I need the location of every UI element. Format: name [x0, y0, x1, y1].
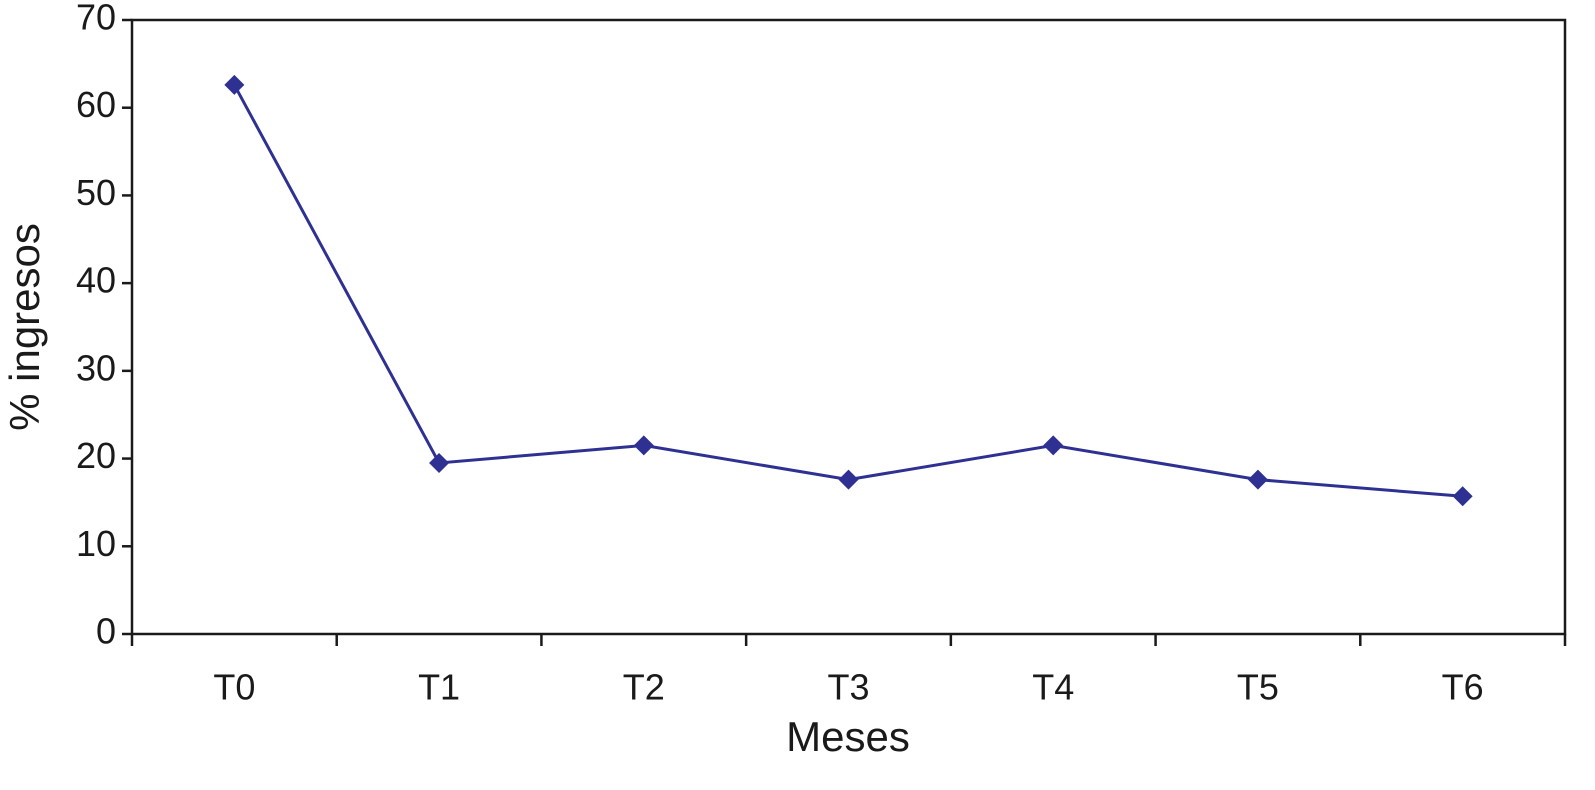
- x-tick-label: T6: [1442, 667, 1484, 708]
- x-tick-label: T3: [827, 667, 869, 708]
- marker: [1452, 486, 1473, 507]
- y-axis-label: % ingresos: [1, 223, 48, 431]
- marker: [1247, 469, 1268, 490]
- plot-frame: [130, 18, 1567, 636]
- x-tick-label: T4: [1032, 667, 1074, 708]
- x-axis-label: Meses: [786, 713, 910, 760]
- y-tick-label: 60: [76, 84, 116, 125]
- marker: [429, 452, 450, 473]
- marker: [838, 469, 859, 490]
- y-tick-label: 70: [76, 0, 116, 38]
- y-tick-label: 40: [76, 260, 116, 301]
- marker: [633, 435, 654, 456]
- y-tick-label: 10: [76, 523, 116, 564]
- y-tick-label: 20: [76, 435, 116, 476]
- x-tick-label: T0: [213, 667, 255, 708]
- y-tick-label: 0: [96, 611, 116, 652]
- x-tick-label: T2: [623, 667, 665, 708]
- x-tick-label: T5: [1237, 667, 1279, 708]
- x-tick-label: T1: [418, 667, 460, 708]
- line: [233, 84, 1463, 498]
- y-tick-label: 50: [76, 172, 116, 213]
- y-tick-label: 30: [76, 347, 116, 388]
- marker: [1043, 435, 1064, 456]
- marker: [224, 74, 245, 95]
